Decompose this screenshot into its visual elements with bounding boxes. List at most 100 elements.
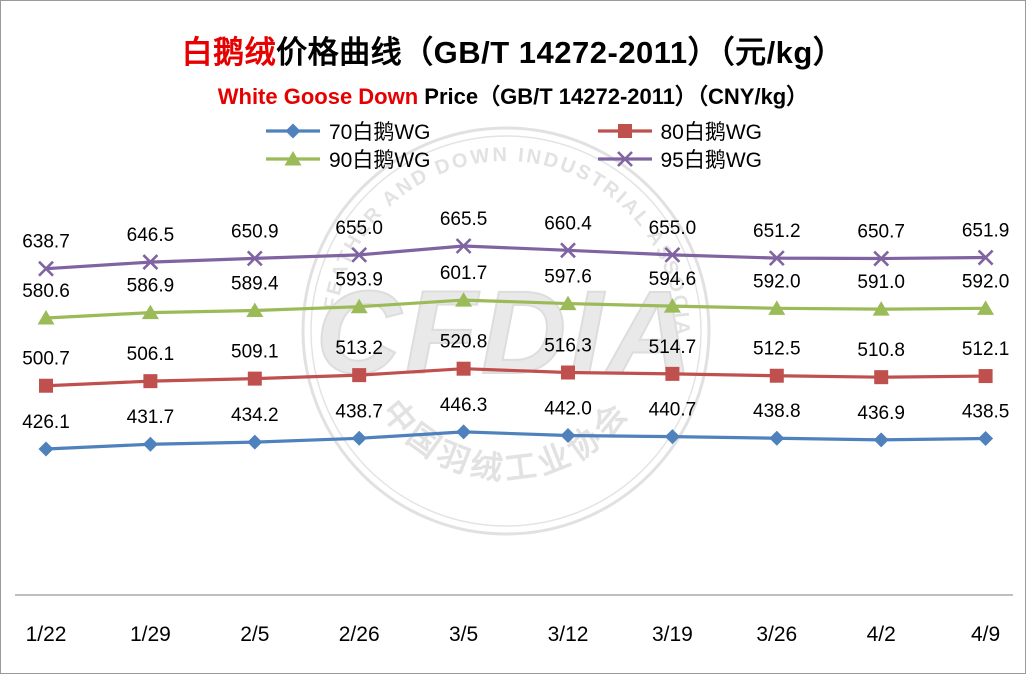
legend-marker-triangle-icon [284,151,302,166]
x-axis-label: 3/12 [548,623,589,646]
data-label: 655.0 [335,218,383,239]
marker-square-icon [769,368,784,383]
marker-x-icon [768,250,785,267]
legend-label-80wg: 80白鹅WG [660,121,763,144]
data-label: 593.9 [335,270,383,291]
legend-marker-90wg-icon [265,151,320,166]
data-label: 592.0 [753,271,801,292]
marker-triangle-icon [977,300,995,315]
legend-item-80wg: 80白鹅WG [596,117,763,145]
data-label: 520.8 [440,332,488,353]
data-label: 597.6 [544,267,592,288]
marker-triangle-icon [141,304,159,320]
series-line-1 [45,367,986,388]
watermark-outer-ring [301,126,711,536]
marker-diamond-icon [978,430,994,446]
marker-x-icon [873,250,890,267]
data-label: 594.6 [649,269,697,290]
marker-diamond-icon [873,432,889,448]
data-label: 446.3 [440,395,488,416]
x-axis-label: 2/5 [240,623,269,646]
marker-diamond-icon [664,429,680,445]
marker-square-icon [143,374,158,389]
legend-label-95wg: 95白鹅WG [660,149,763,172]
data-label: 665.5 [440,209,488,230]
x-axis-label: 1/29 [130,623,171,646]
marker-square-icon [456,361,471,376]
marker-diamond-icon [456,424,472,440]
marker-x-icon [977,249,994,266]
legend-marker-square-icon [617,124,632,138]
marker-x-icon [351,246,368,263]
marker-triangle-icon [559,295,577,311]
marker-square-icon [874,370,889,385]
marker-square-icon [39,378,53,393]
series-line-3 [45,244,986,271]
marker-diamond-icon [142,436,158,452]
chart-subtitle-black-segment: Price（GB/T 14272-2011）（CNY/kg） [418,84,809,109]
data-label: 438.5 [962,401,1010,422]
legend: 70白鹅WG 80白鹅WG 90白鹅WG 95白鹅WG [1,117,1025,173]
data-label: 655.0 [649,218,697,239]
data-label: 514.7 [649,337,697,358]
marker-square-icon [978,369,993,384]
legend-label-90wg: 90白鹅WG [328,149,431,172]
data-label: 431.7 [127,407,175,428]
chart-titles: 白鹅绒价格曲线（GB/T 14272-2011）（元/kg） White Goo… [1,27,1025,111]
data-label: 660.4 [544,213,592,234]
chart-title-black-segment: 价格曲线（GB/T 14272-2011）（元/kg） [276,35,845,70]
x-axis-label: 3/5 [449,623,478,646]
marker-x-icon [455,238,472,254]
marker-diamond-icon [351,430,367,446]
marker-triangle-icon [246,302,264,318]
x-axis-label: 1/22 [26,623,67,646]
data-label: 601.7 [440,263,488,284]
legend-marker-diamond-icon [285,123,301,139]
chart-subtitle: White Goose Down Price（GB/T 14272-2011）（… [1,79,1025,111]
data-label: 591.0 [857,272,905,293]
marker-square-icon [665,366,680,381]
marker-x-icon [38,260,54,277]
marker-diamond-icon [38,441,54,457]
data-label: 651.2 [753,221,801,242]
data-label: 438.8 [753,401,801,422]
data-label: 592.0 [962,271,1010,292]
marker-diamond-icon [247,434,263,450]
data-label: 512.5 [753,339,801,360]
data-label: 500.7 [22,349,70,370]
marker-x-icon [664,246,681,263]
x-axis-label: 4/2 [867,623,896,646]
marker-triangle-icon [872,301,890,316]
legend-marker-95wg-icon [597,151,652,167]
marker-triangle-icon [37,309,55,325]
data-label: 434.2 [231,405,279,426]
x-axis-label: 4/9 [971,623,1000,646]
marker-x-icon [142,254,159,271]
marker-diamond-icon [769,430,785,446]
marker-x-icon [560,242,576,259]
watermark-inner-ring [310,135,702,527]
data-label: 509.1 [231,342,279,363]
marker-triangle-icon [768,300,786,315]
chart-title: 白鹅绒价格曲线（GB/T 14272-2011）（元/kg） [1,27,1025,72]
data-label: 650.7 [857,222,905,243]
data-label: 510.8 [857,340,905,361]
series-line-0 [45,430,986,451]
legend-marker-80wg-icon [597,124,652,138]
data-label: 506.1 [127,344,175,365]
legend-grid: 70白鹅WG 80白鹅WG 90白鹅WG 95白鹅WG [264,117,762,173]
data-label: 426.1 [22,412,70,433]
data-label: 650.9 [231,221,279,242]
marker-x-icon [246,250,263,267]
x-axis-label: 3/19 [652,623,693,646]
series-line-2 [45,298,986,320]
data-label: 512.1 [962,339,1010,360]
marker-square-icon [352,368,367,383]
data-label: 646.5 [127,225,175,246]
data-label: 516.3 [544,336,592,357]
legend-item-70wg: 70白鹅WG [264,117,431,145]
marker-triangle-icon [455,292,473,307]
marker-triangle-icon [663,298,681,313]
